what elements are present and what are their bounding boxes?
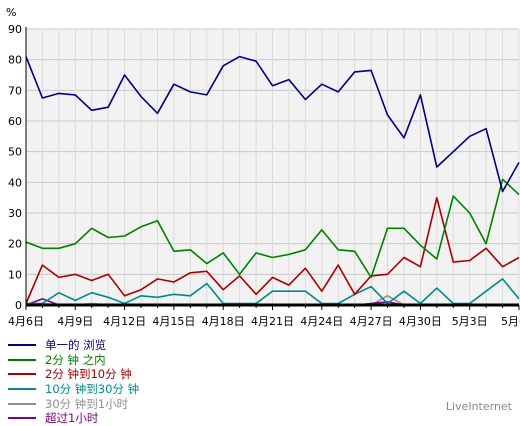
y-tick-label: 90 bbox=[8, 23, 22, 36]
y-tick-label: 40 bbox=[8, 176, 22, 189]
y-tick-label: 80 bbox=[8, 54, 22, 67]
legend-label: 30分 钟到1小时 bbox=[45, 396, 129, 411]
legend-swatch bbox=[8, 388, 36, 391]
x-tick-label: 4月12日 bbox=[103, 315, 146, 328]
x-tick-label: 4月18日 bbox=[202, 315, 245, 328]
legend-label: 10分 钟到30分 钟 bbox=[45, 382, 140, 397]
series-line-0 bbox=[25, 55, 520, 193]
x-tick-label: 4月6日 bbox=[8, 315, 44, 328]
series-line-3 bbox=[26, 278, 520, 305]
legend-label: 2分 钟 之内 bbox=[45, 352, 106, 367]
x-tick-label: 4月30日 bbox=[399, 315, 442, 328]
y-tick-label: 50 bbox=[8, 146, 22, 159]
legend-swatch bbox=[8, 402, 36, 405]
y-tick-label: 20 bbox=[8, 238, 22, 251]
series-layer bbox=[25, 55, 520, 306]
y-axis-label: % bbox=[6, 6, 16, 19]
legend-label: 2分 钟到10分 钟 bbox=[45, 367, 132, 382]
legend-item-2-10min: 2分 钟到10分 钟 bbox=[8, 367, 308, 382]
x-tick-label: 4月15日 bbox=[152, 315, 195, 328]
y-tick-label: 70 bbox=[8, 84, 22, 97]
x-tick-label: 4月27日 bbox=[350, 315, 393, 328]
x-tick-label: 5月3日 bbox=[452, 315, 488, 328]
axes: 0 10 20 30 40 50 60 70 80 90 4月6日 4月9日 4月12日 4月15日 4月1… bbox=[8, 23, 520, 328]
y-tick-label: 10 bbox=[8, 268, 22, 281]
legend-swatch bbox=[8, 358, 36, 361]
series-line-1 bbox=[25, 178, 520, 279]
line-chart: 0 10 20 30 40 50 60 70 80 90 4月6日 4月9日 4月12日 4月15日 4月1… bbox=[6, 6, 520, 328]
y-tick-label: 60 bbox=[8, 115, 22, 128]
legend: 单一的 浏览 2分 钟 之内 2分 钟到10分 钟 10分 钟到30分 钟 30… bbox=[8, 338, 308, 426]
x-tick-label: 4月21日 bbox=[251, 315, 294, 328]
brand-label: LiveInternet bbox=[445, 400, 512, 413]
y-tick-label: 30 bbox=[8, 207, 22, 220]
legend-item-under-2min: 2分 钟 之内 bbox=[8, 353, 308, 368]
legend-label: 单一的 浏览 bbox=[45, 338, 107, 353]
legend-label: 超过1小时 bbox=[45, 411, 99, 426]
legend-item-single-view: 单一的 浏览 bbox=[8, 338, 308, 353]
x-tick-label: 5月6日 bbox=[501, 315, 520, 328]
legend-item-10-30min: 10分 钟到30分 钟 bbox=[8, 382, 308, 397]
x-tick-label: 4月9日 bbox=[57, 315, 93, 328]
legend-swatch bbox=[8, 344, 36, 347]
legend-swatch bbox=[8, 373, 36, 376]
series-line-2 bbox=[25, 196, 520, 304]
y-tick-label: 0 bbox=[15, 299, 22, 312]
x-tick-label: 4月24日 bbox=[300, 315, 343, 328]
legend-item-30min-1h: 30分 钟到1小时 bbox=[8, 396, 308, 411]
legend-item-over-1h: 超过1小时 bbox=[8, 411, 308, 426]
